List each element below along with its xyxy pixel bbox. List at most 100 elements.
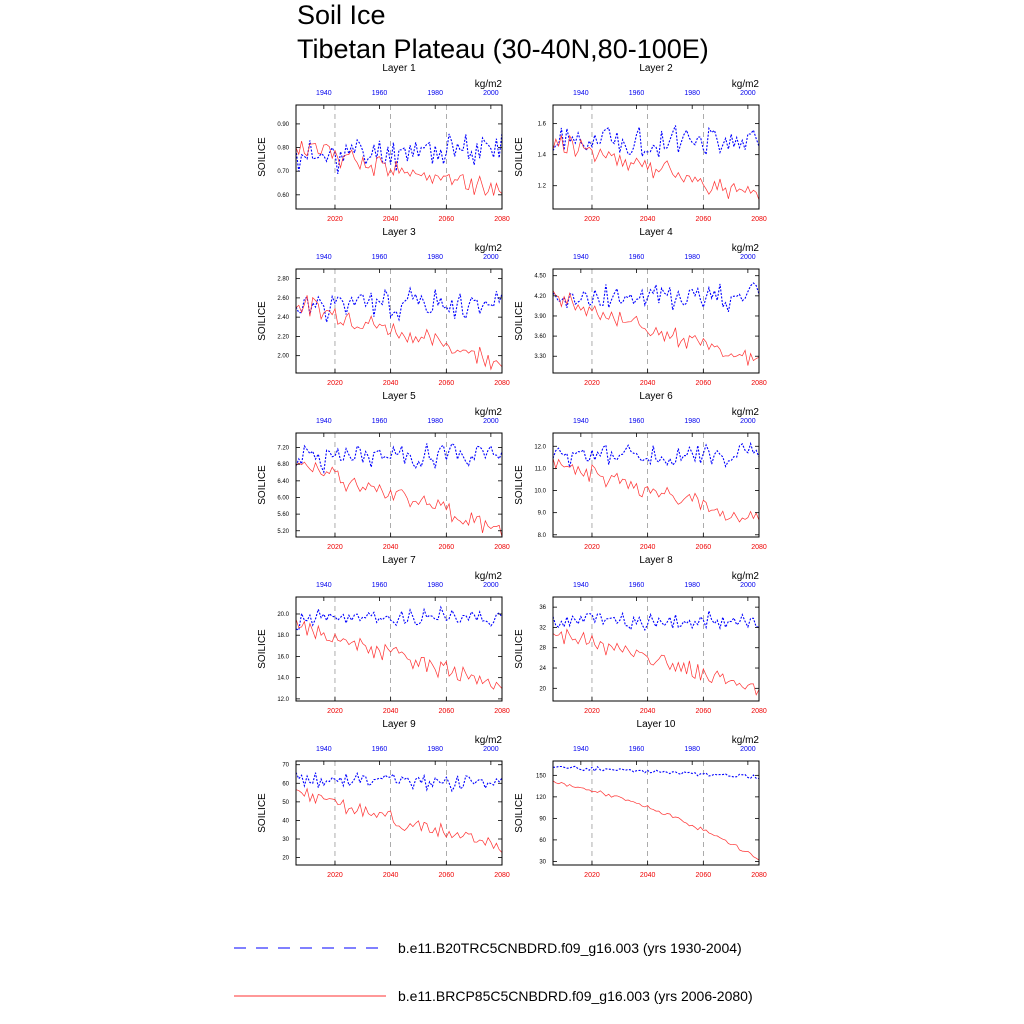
panel8-frame <box>552 596 760 702</box>
panel5-xtick-label-2080: 2080 <box>494 544 510 551</box>
panel10-series-future <box>552 780 760 861</box>
panel10-xtick-label-2040: 2040 <box>640 872 656 879</box>
panel4-ytick-label-3: 4.20 <box>534 294 546 300</box>
panel3-ytick-label-2: 2.40 <box>277 315 289 321</box>
panel7-ylabel: SOILICE <box>257 629 268 669</box>
panel6-xtick-label-2020: 2020 <box>584 544 600 551</box>
panel1-ytick-label-1: 0.70 <box>277 169 289 175</box>
panel9-ytick-label-0: 20 <box>282 856 289 862</box>
panel2-xtick-top-label-1940: 1940 <box>573 90 589 97</box>
panel10-xtick-label-2020: 2020 <box>584 872 600 879</box>
panel9-units: kg/m2 <box>475 735 503 746</box>
panel6-ytick-label-0: 8.0 <box>538 533 547 539</box>
panel4-xtick-label-2060: 2060 <box>696 380 712 387</box>
panel8-ytick-label-1: 24 <box>539 666 546 672</box>
panel8-xtick-top-label-1960: 1960 <box>629 582 645 589</box>
panel6-xtick-top-label-1940: 1940 <box>573 418 589 425</box>
panel2-xtick-label-2020: 2020 <box>584 216 600 223</box>
panel2-xtick-top-label-2000: 2000 <box>740 90 756 97</box>
panel2-ytick-label-0: 1.2 <box>538 184 547 190</box>
panel5: Layer 5 kg/m2 SOILICE 5.20 5.60 6.00 6.40 6.80 7… <box>257 391 510 551</box>
panel6-ytick-label-3: 11.0 <box>535 466 547 472</box>
panel10: Layer 10 kg/m2 SOILICE 30 60 90 120 150 2020 2040… <box>514 719 767 879</box>
panel4-xtick-label-2020: 2020 <box>584 380 600 387</box>
panel10-frame <box>552 760 760 866</box>
panel2-xtick-label-2060: 2060 <box>696 216 712 223</box>
panel10-ytick-label-0: 30 <box>539 859 546 865</box>
panel6-xtick-top-label-1960: 1960 <box>629 418 645 425</box>
panel1-ytick-label-3: 0.90 <box>277 122 289 128</box>
panel6-xtick-label-2040: 2040 <box>640 544 656 551</box>
panel10-xtick-label-2060: 2060 <box>696 872 712 879</box>
panel2-title: Layer 2 <box>639 63 673 74</box>
panel4-xtick-top-label-1960: 1960 <box>629 254 645 261</box>
panel7-ytick-label-3: 18.0 <box>277 633 289 639</box>
panel3-xtick-top-label-1940: 1940 <box>316 254 332 261</box>
panel8-ytick-label-2: 28 <box>539 646 546 652</box>
panel10-series-historical <box>552 765 760 780</box>
panel5-xtick-top-label-1960: 1960 <box>372 418 388 425</box>
panel8-xtick-label-2080: 2080 <box>751 708 767 715</box>
panel7-frame <box>295 596 503 702</box>
panel3-frame <box>295 268 503 374</box>
panel9-xtick-label-2020: 2020 <box>327 872 343 879</box>
panel10-xtick-label-2080: 2080 <box>751 872 767 879</box>
panel8-xtick-top-label-1980: 1980 <box>684 582 700 589</box>
panel6: Layer 6 kg/m2 SOILICE 8.0 9.0 10.0 11.0 12.0 202… <box>514 391 767 551</box>
panel4-ytick-label-0: 3.30 <box>534 354 546 360</box>
panel1-xtick-top-label-1980: 1980 <box>427 90 443 97</box>
panel5-ylabel: SOILICE <box>257 465 268 505</box>
panel9-frame <box>295 760 503 866</box>
panel6-xtick-label-2060: 2060 <box>696 544 712 551</box>
panel9-xtick-top-label-1940: 1940 <box>316 746 332 753</box>
panel5-xtick-label-2020: 2020 <box>327 544 343 551</box>
panel7-xtick-top-label-1980: 1980 <box>427 582 443 589</box>
panel4-ylabel: SOILICE <box>514 301 525 341</box>
panel7-xtick-label-2020: 2020 <box>327 708 343 715</box>
panel3: Layer 3 kg/m2 SOILICE 2.00 2.20 2.40 2.60 2.80 2… <box>257 227 510 387</box>
panel3-xtick-label-2080: 2080 <box>494 380 510 387</box>
panel3-xtick-top-label-1960: 1960 <box>372 254 388 261</box>
panel8-xtick-label-2060: 2060 <box>696 708 712 715</box>
panel1-xtick-top-label-1960: 1960 <box>372 90 388 97</box>
panel3-title: Layer 3 <box>382 227 416 238</box>
panel7-ytick-label-0: 12.0 <box>277 697 289 703</box>
panel1-series-future <box>295 141 503 196</box>
panel1-xtick-top-label-2000: 2000 <box>483 90 499 97</box>
panel9-xtick-label-2060: 2060 <box>439 872 455 879</box>
legend-label-future: b.e11.BRCP85C5CNBDRD.f09_g16.003 (yrs 20… <box>398 988 753 1004</box>
panel5-xtick-label-2060: 2060 <box>439 544 455 551</box>
panel7-xtick-label-2060: 2060 <box>439 708 455 715</box>
panel9-series-historical <box>295 771 503 793</box>
panel3-xtick-top-label-1980: 1980 <box>427 254 443 261</box>
panel4-series-future <box>552 290 760 366</box>
panel4-frame <box>552 268 760 374</box>
panel9: Layer 9 kg/m2 SOILICE 20 30 40 50 60 70 2020 2040 2… <box>257 719 510 879</box>
panel2-ylabel: SOILICE <box>514 137 525 177</box>
panel4-xtick-top-label-1980: 1980 <box>684 254 700 261</box>
panel9-ytick-label-5: 70 <box>282 763 289 769</box>
panel1-xtick-label-2080: 2080 <box>494 216 510 223</box>
panel5-ytick-label-5: 7.20 <box>277 446 289 452</box>
panel5-series-historical <box>295 442 503 475</box>
panel2-ytick-label-2: 1.6 <box>538 122 547 128</box>
figure-title-line1: Soil Ice <box>297 0 386 30</box>
figure-title-line2: Tibetan Plateau (30-40N,80-100E) <box>297 34 709 64</box>
panel7-xtick-top-label-2000: 2000 <box>483 582 499 589</box>
panel4-title: Layer 4 <box>639 227 673 238</box>
panel5-ytick-label-3: 6.40 <box>277 479 289 485</box>
panel5-ytick-label-0: 5.20 <box>277 529 289 535</box>
panel7-ytick-label-2: 16.0 <box>277 654 289 660</box>
panel6-series-future <box>552 458 760 523</box>
panel5-frame <box>295 432 503 538</box>
panel1-ytick-label-0: 0.60 <box>277 193 289 199</box>
panel9-ytick-label-3: 50 <box>282 800 289 806</box>
panel1-units: kg/m2 <box>475 79 503 90</box>
panel7-title: Layer 7 <box>382 555 416 566</box>
panel6-ytick-label-4: 12.0 <box>534 444 546 450</box>
panel9-ytick-label-1: 30 <box>282 837 289 843</box>
panel10-xtick-top-label-1940: 1940 <box>573 746 589 753</box>
panel5-xtick-top-label-1980: 1980 <box>427 418 443 425</box>
panel7-series-historical <box>295 605 503 631</box>
panel2-frame <box>552 104 760 210</box>
